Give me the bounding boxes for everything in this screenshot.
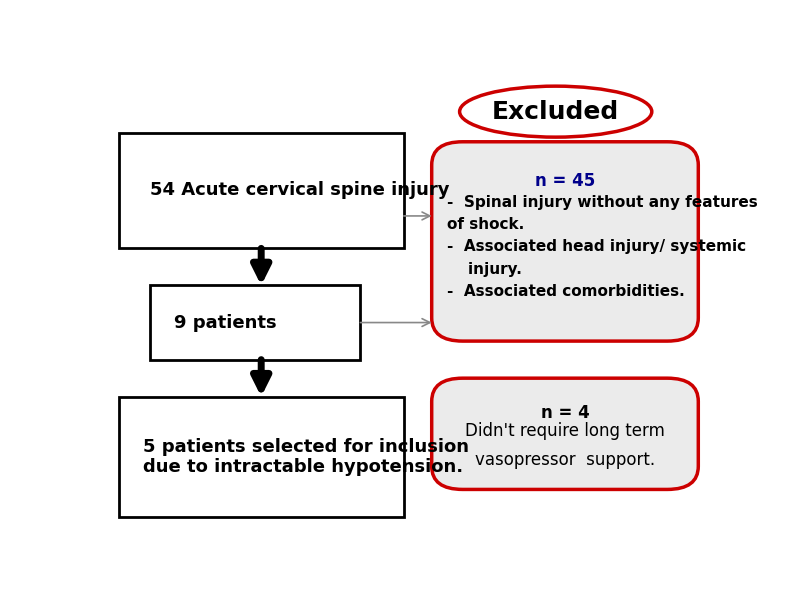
Text: 54 Acute cervical spine injury: 54 Acute cervical spine injury xyxy=(150,181,449,199)
FancyBboxPatch shape xyxy=(432,142,698,341)
Bar xyxy=(118,132,404,249)
Text: n = 4: n = 4 xyxy=(541,404,590,421)
Text: 5 patients selected for inclusion
due to intractable hypotension.: 5 patients selected for inclusion due to… xyxy=(143,438,470,476)
Text: Excluded: Excluded xyxy=(492,100,619,123)
FancyBboxPatch shape xyxy=(432,378,698,489)
Text: n = 45: n = 45 xyxy=(535,172,595,190)
Ellipse shape xyxy=(459,86,652,137)
Text: Didn't require long term
vasopressor  support.: Didn't require long term vasopressor sup… xyxy=(465,422,665,470)
Text: 9 patients: 9 patients xyxy=(174,314,277,332)
Bar xyxy=(118,397,404,517)
Text: -  Spinal injury without any features
of shock.
-  Associated head injury/ syste: - Spinal injury without any features of … xyxy=(447,195,758,299)
Bar xyxy=(150,285,360,359)
